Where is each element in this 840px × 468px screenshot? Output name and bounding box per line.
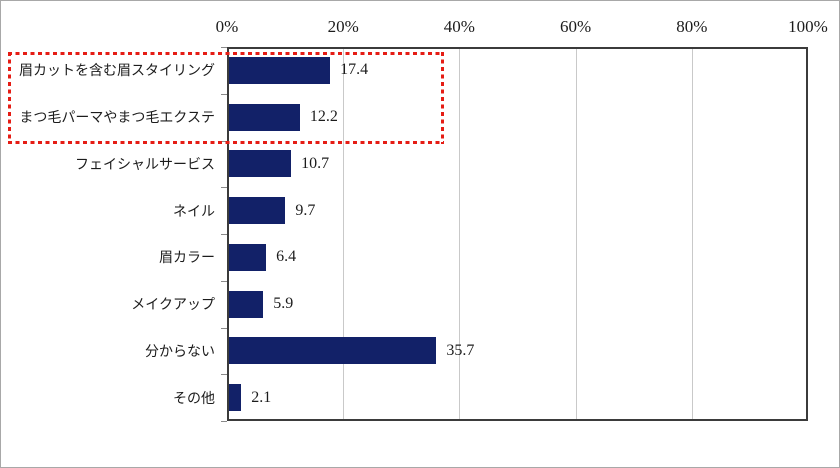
bar [229,56,331,84]
y-axis-tick [221,374,227,376]
category-label: 眉カラー [159,251,215,267]
value-label: 5.9 [273,295,294,313]
category-label: まつ毛パーマやまつ毛エクステ [19,111,215,127]
y-axis-tick [221,234,227,235]
bar [229,197,286,225]
value-label: 12.2 [309,108,338,126]
x-tick-label: 40% [443,17,475,36]
bar [229,337,437,365]
gridline [575,49,577,419]
bar-row: 眉カットを含む眉スタイリング 17.4 [1,47,839,94]
category-label: 分からない [145,344,215,360]
gridline [691,49,693,419]
category-label: フェイシャルサービス [75,157,215,173]
x-tick-label: 60% [560,17,592,36]
category-label: メイクアップ [131,298,215,314]
bar [229,243,267,271]
y-axis-tick [221,47,227,48]
y-axis-tick [221,421,227,422]
x-tick-label: 0% [215,17,239,36]
x-tick-label: 80% [676,17,708,36]
gridline [459,49,461,419]
y-axis-tick [221,280,227,282]
y-axis-tick [221,187,227,189]
bar-row: 分からない 35.7 [1,328,839,375]
value-label: 9.7 [295,201,316,219]
bar [229,103,300,131]
y-axis-tick [221,327,227,329]
bar-row: ネイル 9.7 [1,187,839,234]
gridline [343,49,345,419]
bar-row: まつ毛パーマやまつ毛エクステ 12.2 [1,94,839,141]
x-tick-label: 20% [327,17,359,36]
bar [229,150,292,178]
value-label: 17.4 [340,61,369,79]
category-label: ネイル [173,204,215,220]
category-label: 眉カットを含む眉スタイリング [19,64,215,80]
bar-row: メイクアップ 5.9 [1,281,839,328]
value-label: 35.7 [446,341,475,359]
bar [229,290,264,318]
bar [229,384,242,412]
value-label: 10.7 [301,154,330,172]
bar-row: その他 2.1 [1,374,839,421]
x-tick-label: 100% [788,17,828,36]
value-label: 2.1 [251,388,272,406]
bar-row: フェイシャルサービス 10.7 [1,141,839,188]
value-label: 6.4 [276,248,297,266]
category-label: その他 [173,391,215,407]
bar-row: 眉カラー 6.4 [1,234,839,281]
